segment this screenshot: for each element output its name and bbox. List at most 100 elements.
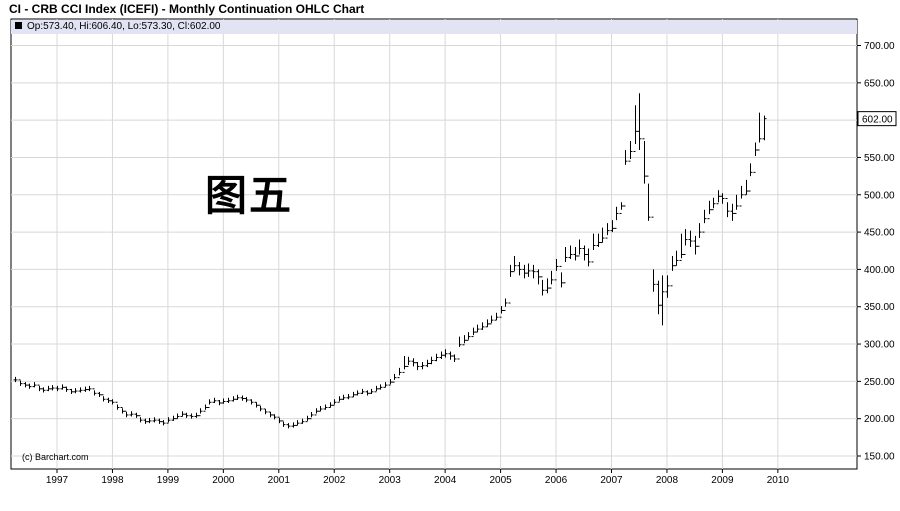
ohlc-bar xyxy=(129,411,134,417)
ohlc-bar xyxy=(365,390,370,396)
ohlc-bar xyxy=(697,223,702,247)
ohlc-bar xyxy=(748,163,753,192)
ohlc-readout-text: Op:573.40, Hi:606.40, Lo:573.30, Cl:602.… xyxy=(27,21,221,32)
ohlc-bar xyxy=(429,356,434,365)
x-tick-label: 2000 xyxy=(212,475,235,486)
ohlc-bar xyxy=(217,400,222,406)
ohlc-bar xyxy=(646,175,651,221)
ohlc-bar xyxy=(360,388,365,395)
ohlc-bar xyxy=(392,373,397,383)
ohlc-bar xyxy=(92,388,97,396)
ohlc-bar xyxy=(443,349,448,358)
ohlc-bar xyxy=(725,198,730,218)
last-price-label: 602.00 xyxy=(862,115,893,126)
ohlc-bar xyxy=(600,227,605,244)
ohlc-bar xyxy=(471,327,476,338)
ohlc-bar xyxy=(231,396,236,402)
ohlc-bar xyxy=(161,420,166,426)
x-tick-label: 1998 xyxy=(101,475,124,486)
ohlc-bar xyxy=(563,247,568,284)
x-tick-label: 2002 xyxy=(323,475,346,486)
ohlc-bar xyxy=(175,413,180,420)
ohlc-bar xyxy=(115,401,120,410)
ohlc-bar xyxy=(281,420,286,427)
ohlc-bar xyxy=(651,216,656,292)
ohlc-bar xyxy=(744,179,749,196)
ohlc-bar xyxy=(406,356,411,367)
ohlc-bar xyxy=(489,315,494,325)
ohlc-bar xyxy=(480,322,485,330)
ohlc-bar xyxy=(434,353,439,362)
ohlc-bar xyxy=(323,404,328,410)
ohlc-bar xyxy=(291,422,296,428)
ohlc-bar xyxy=(623,149,628,207)
ohlc-bar xyxy=(166,417,171,424)
ohlc-bar xyxy=(707,200,712,220)
ohlc-bar xyxy=(439,351,444,359)
ohlc-bar xyxy=(660,275,665,326)
ohlc-bar xyxy=(596,233,601,248)
ohlc-bar xyxy=(18,379,23,386)
ohlc-bar xyxy=(83,386,88,392)
ohlc-bar xyxy=(397,367,402,379)
ohlc-bar xyxy=(207,399,212,408)
ohlc-bar xyxy=(420,361,425,370)
ohlc-bar xyxy=(665,275,670,298)
ohlc-bar xyxy=(346,394,351,400)
ohlc-bar xyxy=(295,420,300,426)
ohlc-bar xyxy=(614,206,619,229)
ohlc-bar xyxy=(124,410,129,418)
ohlc-bar xyxy=(180,411,185,417)
ohlc-bar xyxy=(415,361,420,371)
ohlc-bar xyxy=(656,280,661,315)
ohlc-bar xyxy=(475,324,480,333)
y-tick-label: 150.00 xyxy=(864,452,895,463)
y-tick-label: 250.00 xyxy=(864,377,895,388)
ohlc-bar xyxy=(212,397,217,404)
ohlc-bar xyxy=(309,411,314,420)
ohlc-bar xyxy=(198,408,203,417)
ohlc-bar xyxy=(526,263,531,277)
ohlc-bar xyxy=(517,261,522,276)
ohlc-bar xyxy=(50,385,55,391)
ohlc-bar xyxy=(272,414,277,420)
ohlc-bar xyxy=(300,418,305,424)
ohlc-bar xyxy=(545,278,550,294)
x-tick-label: 2005 xyxy=(489,475,512,486)
ohlc-bar xyxy=(457,336,462,360)
y-axis: 700.00650.00600.00550.00500.00450.00400.… xyxy=(857,41,895,463)
ohlc-bar xyxy=(152,417,157,423)
watermark-label: 图五 xyxy=(205,171,294,220)
ohlc-bar xyxy=(268,411,273,418)
ohlc-bar xyxy=(383,382,388,388)
ohlc-bar xyxy=(452,354,457,362)
x-tick-label: 1999 xyxy=(157,475,180,486)
ohlc-bar xyxy=(23,382,28,388)
ohlc-bar xyxy=(485,319,490,328)
ohlc-readout: Op:573.40, Hi:606.40, Lo:573.30, Cl:602.… xyxy=(11,20,857,34)
x-tick-label: 2008 xyxy=(656,475,679,486)
ohlc-bar xyxy=(711,197,716,211)
ohlc-bar xyxy=(739,185,744,207)
ohlc-bar xyxy=(189,413,194,419)
ohlc-bar xyxy=(235,394,240,401)
ohlc-bar xyxy=(762,115,767,141)
ohlc-bar xyxy=(374,385,379,393)
ohlc-bar xyxy=(120,406,125,414)
ohlc-bar xyxy=(249,399,254,405)
ohlc-bar xyxy=(582,245,587,261)
ohlc-bar xyxy=(134,412,139,418)
ohlc-bar xyxy=(37,384,42,392)
ohlc-bar xyxy=(328,402,333,408)
last-price-box xyxy=(857,111,897,127)
y-tick-label: 650.00 xyxy=(864,78,895,89)
ohlc-bar xyxy=(466,332,471,341)
ohlc-bar xyxy=(147,417,152,424)
ohlc-bar xyxy=(637,93,642,150)
ohlc-bar xyxy=(674,250,679,267)
ohlc-bar xyxy=(138,415,143,423)
ohlc-bar xyxy=(508,264,513,304)
ohlc-bar xyxy=(716,190,721,205)
ohlc-bar xyxy=(683,229,688,255)
